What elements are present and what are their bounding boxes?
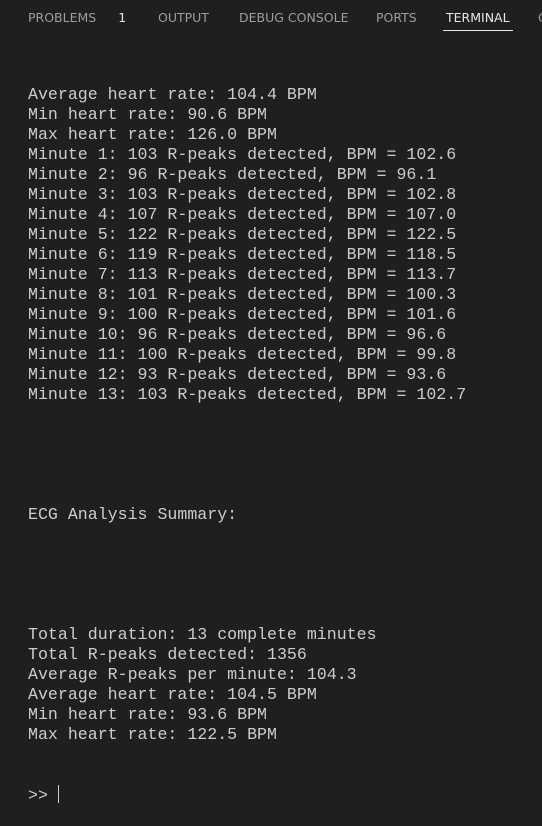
output-line: Minute 9: 100 R-peaks detected, BPM = 10… (28, 305, 457, 324)
output-line: Minute 7: 113 R-peaks detected, BPM = 11… (28, 265, 457, 284)
prompt: >> (28, 786, 48, 805)
prompt-line: >> (28, 785, 466, 806)
tab[interactable]: OUTPUT (158, 10, 209, 25)
output-line: Min heart rate: 90.6 BPM (28, 105, 267, 124)
tab-label: OUTPUT (158, 10, 209, 25)
tab[interactable]: TERMINAL (443, 10, 513, 31)
output-line: Minute 13: 103 R-peaks detected, BPM = 1… (28, 385, 467, 404)
tab[interactable]: PROBLEMS 1 (28, 10, 126, 25)
output-line: Minute 2: 96 R-peaks detected, BPM = 96.… (28, 165, 437, 184)
tab-bar: PROBLEMS 1 OUTPUT DEBUG CONSOLE PORTS TERMINA… (0, 0, 542, 36)
summary-heading: ECG Analysis Summary: (28, 505, 238, 524)
tab[interactable]: DEBUG CONSOLE (239, 10, 348, 25)
tab[interactable]: PORTS (376, 10, 417, 25)
tab-label: TERMINAL (446, 10, 510, 25)
terminal-panel: PROBLEMS 1 OUTPUT DEBUG CONSOLE PORTS TERMINA… (0, 0, 542, 805)
output-line: Minute 6: 119 R-peaks detected, BPM = 11… (28, 245, 457, 264)
tab-label: PROBLEMS (28, 10, 97, 25)
active-indicator (443, 30, 513, 31)
tab-label: C (538, 10, 542, 25)
summary-line: Total duration: 13 complete minutes (28, 625, 377, 644)
output-line: Minute 5: 122 R-peaks detected, BPM = 12… (28, 225, 457, 244)
summary-line: Min heart rate: 93.6 BPM (28, 705, 267, 724)
output-line: Minute 3: 103 R-peaks detected, BPM = 10… (28, 185, 457, 204)
output-line: Minute 11: 100 R-peaks detected, BPM = 9… (28, 345, 457, 364)
output-line: Minute 12: 93 R-peaks detected, BPM = 93… (28, 365, 447, 384)
tab-label: PORTS (376, 10, 417, 25)
cursor (57, 785, 59, 803)
summary-line: Average heart rate: 104.5 BPM (28, 685, 317, 704)
tab-label: DEBUG CONSOLE (239, 10, 349, 25)
output-line: Max heart rate: 126.0 BPM (28, 125, 277, 144)
output-line: Minute 4: 107 R-peaks detected, BPM = 10… (28, 205, 457, 224)
summary: Total duration: 13 complete minutes Total… (28, 625, 466, 745)
output-line: Average heart rate: 104.4 BPM (28, 85, 317, 104)
output-line: Minute 10: 96 R-peaks detected, BPM = 96… (28, 325, 447, 344)
terminal: Average heart rate: 104.4 BPM Min heart r… (28, 45, 466, 826)
summary-line: Max heart rate: 122.5 BPM (28, 725, 277, 744)
output-line: Minute 1: 103 R-peaks detected, BPM = 10… (28, 145, 457, 164)
summary-line: Total R-peaks detected: 1356 (28, 645, 307, 664)
output-line: Minute 8: 101 R-peaks detected, BPM = 10… (28, 285, 457, 304)
output: Average heart rate: 104.4 BPM Min heart r… (28, 85, 466, 405)
tab[interactable]: C (538, 10, 542, 25)
summary-line: Average R-peaks per minute: 104.3 (28, 665, 357, 684)
tab-badge: 1 (118, 10, 127, 25)
